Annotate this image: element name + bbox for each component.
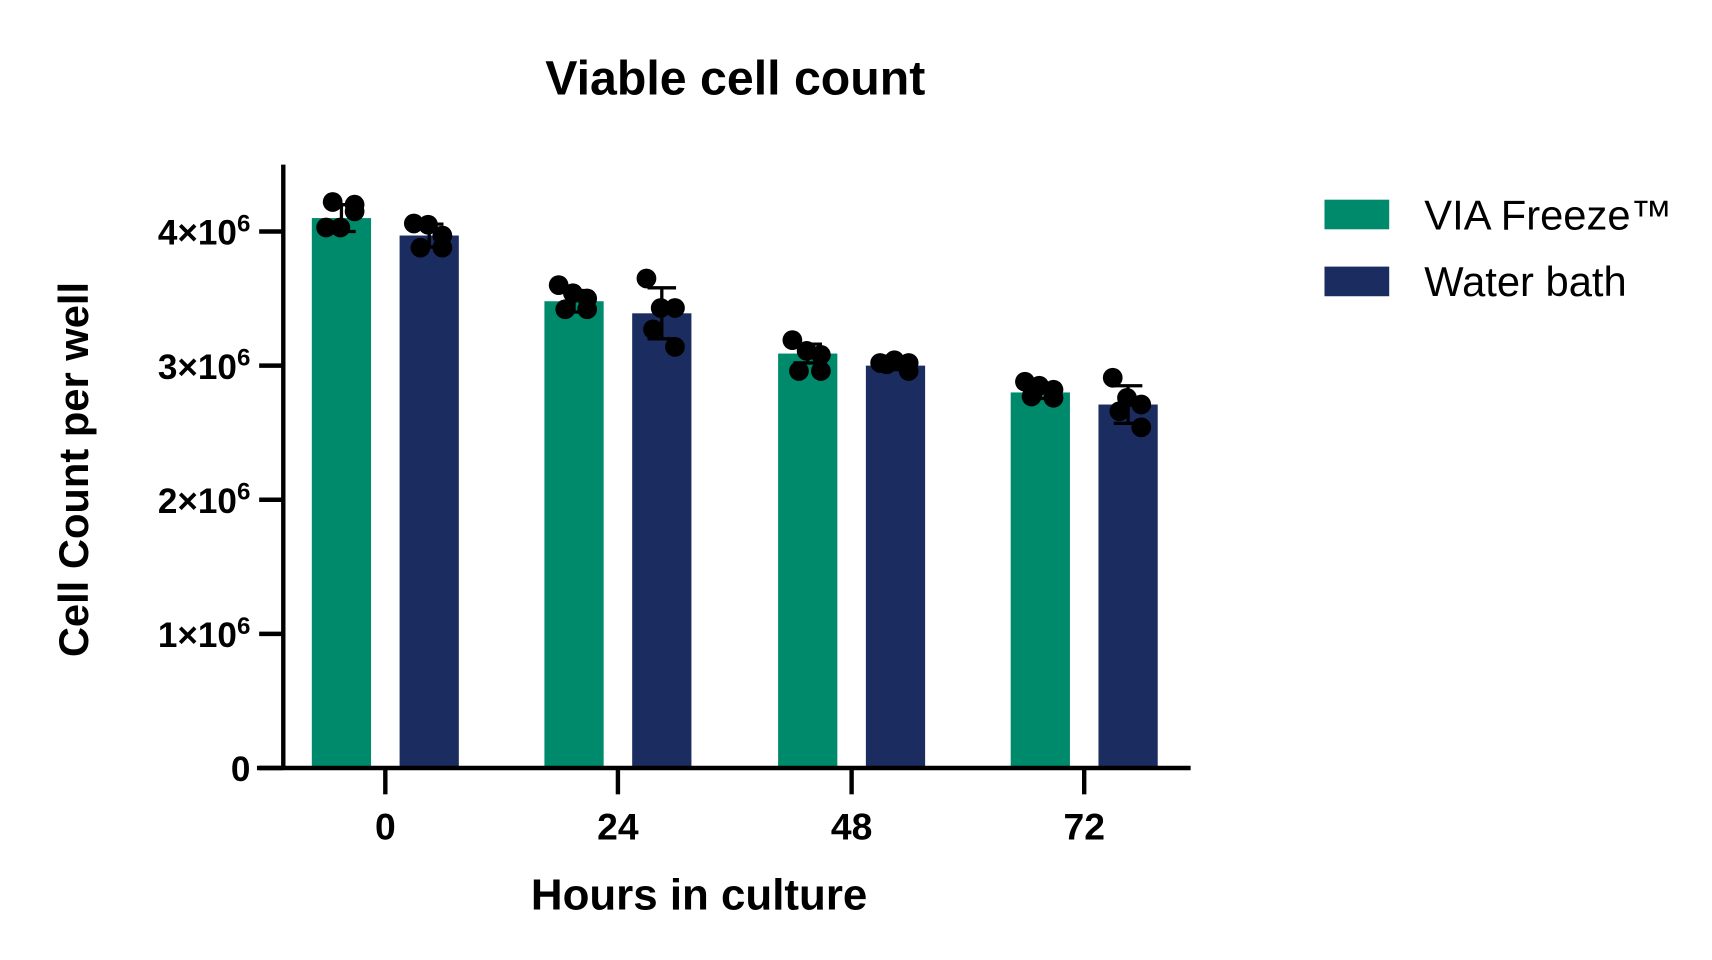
data-point <box>665 336 685 357</box>
legend-swatch <box>1324 199 1390 230</box>
data-point <box>410 237 431 258</box>
x-tick-label: 0 <box>375 805 396 847</box>
data-point <box>344 194 365 215</box>
bar <box>778 353 838 768</box>
y-tick-label: 0 <box>231 750 251 789</box>
axes: 0 1×106 2×106 3×106 4×106 0 24 48 72 <box>158 164 1191 847</box>
data-point <box>1131 394 1152 415</box>
data-point <box>418 214 438 235</box>
data-point <box>403 213 424 234</box>
legend: VIA Freeze™ Water bath <box>1324 191 1672 305</box>
x-tick-label: 48 <box>831 805 873 847</box>
legend-label: VIA Freeze™ <box>1424 191 1672 238</box>
data-point <box>1043 387 1064 408</box>
data-point <box>789 361 809 381</box>
data-point <box>1131 417 1152 438</box>
data-point <box>432 237 453 258</box>
y-tick-label: 3×106 <box>158 345 250 387</box>
data-point <box>636 268 657 289</box>
data-point <box>1109 401 1130 422</box>
data-point <box>782 330 803 351</box>
y-axis-label: Cell Count per well <box>50 282 97 657</box>
legend-label: Water bath <box>1424 258 1626 305</box>
x-axis-label: Hours in culture <box>531 871 867 920</box>
bar <box>399 235 459 769</box>
legend-swatch <box>1324 266 1390 297</box>
plot-area <box>311 192 1158 769</box>
bar <box>1010 392 1070 768</box>
data-point <box>643 319 663 340</box>
y-tick-label: 4×106 <box>158 210 250 252</box>
bar <box>544 301 604 768</box>
data-point <box>316 217 336 238</box>
bar <box>632 313 692 768</box>
data-point <box>555 299 576 320</box>
x-tick-label: 24 <box>597 805 639 847</box>
data-point <box>876 354 897 375</box>
data-point <box>1021 386 1042 407</box>
data-point <box>330 217 351 238</box>
data-point <box>811 345 831 365</box>
y-tick-label: 2×106 <box>158 479 250 521</box>
bar <box>865 365 926 768</box>
bar <box>1098 404 1158 768</box>
data-point <box>898 361 919 381</box>
data-point <box>322 192 343 212</box>
data-point <box>811 361 831 381</box>
data-point <box>1102 367 1123 388</box>
chart-title: Viable cell count <box>545 51 925 105</box>
data-point <box>665 298 685 318</box>
bar <box>311 218 372 768</box>
data-point <box>650 298 671 318</box>
data-point <box>577 299 598 320</box>
y-tick-label: 1×106 <box>158 613 250 655</box>
x-tick-label: 72 <box>1063 805 1105 847</box>
